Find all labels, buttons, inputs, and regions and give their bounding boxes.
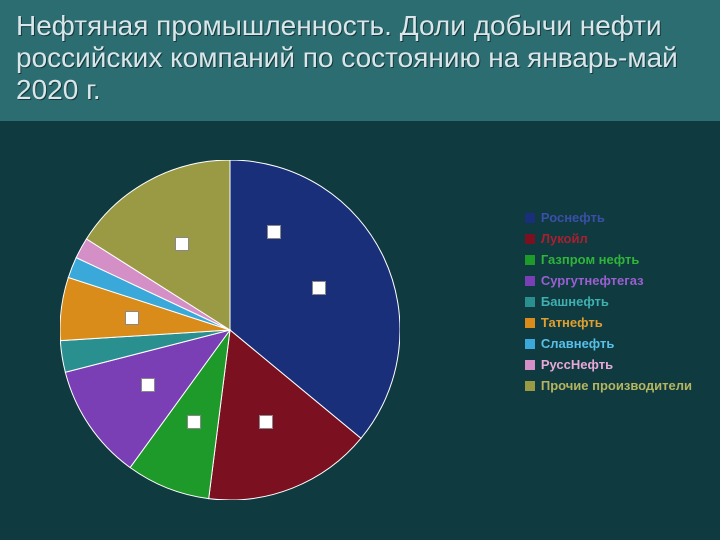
slide: Нефтяная промышленность. Доли добычи неф… (0, 0, 720, 540)
legend-swatch (525, 318, 535, 328)
legend-item: Башнефть (525, 294, 692, 309)
pie-slice-marker (259, 415, 273, 429)
legend-swatch (525, 381, 535, 391)
legend-swatch (525, 276, 535, 286)
legend-item: Роснефть (525, 210, 692, 225)
slide-title: Нефтяная промышленность. Доли добычи неф… (16, 10, 704, 107)
legend-label: Татнефть (541, 315, 603, 330)
pie-slice-marker (312, 281, 326, 295)
legend-swatch (525, 339, 535, 349)
legend-item: Татнефть (525, 315, 692, 330)
pie-slice-marker (175, 237, 189, 251)
legend-swatch (525, 234, 535, 244)
legend-label: Газпром нефть (541, 252, 639, 267)
legend-swatch (525, 255, 535, 265)
legend-swatch (525, 297, 535, 307)
legend-label: Сургутнефтегаз (541, 273, 644, 288)
legend-item: Газпром нефть (525, 252, 692, 267)
title-band: Нефтяная промышленность. Доли добычи неф… (0, 0, 720, 121)
pie-slice-marker (141, 378, 155, 392)
chart-area: Роснефть Лукойл Газпром нефть Сургутнефтега… (0, 155, 720, 540)
legend-item: Прочие производители (525, 378, 692, 393)
legend-swatch (525, 360, 535, 370)
legend-label: Славнефть (541, 336, 615, 351)
legend-swatch (525, 213, 535, 223)
legend-item: Славнефть (525, 336, 692, 351)
legend-label: РуссНефть (541, 357, 613, 372)
pie-slice-marker (187, 415, 201, 429)
legend-item: РуссНефть (525, 357, 692, 372)
legend-label: Прочие производители (541, 378, 692, 393)
legend-item: Лукойл (525, 231, 692, 246)
legend: Роснефть Лукойл Газпром нефть Сургутнефтега… (525, 210, 692, 393)
legend-item: Сургутнефтегаз (525, 273, 692, 288)
legend-label: Лукойл (541, 231, 588, 246)
legend-label: Роснефть (541, 210, 605, 225)
legend-label: Башнефть (541, 294, 609, 309)
pie-slice-marker (125, 311, 139, 325)
pie-chart (60, 160, 400, 500)
pie-slice-marker (267, 225, 281, 239)
